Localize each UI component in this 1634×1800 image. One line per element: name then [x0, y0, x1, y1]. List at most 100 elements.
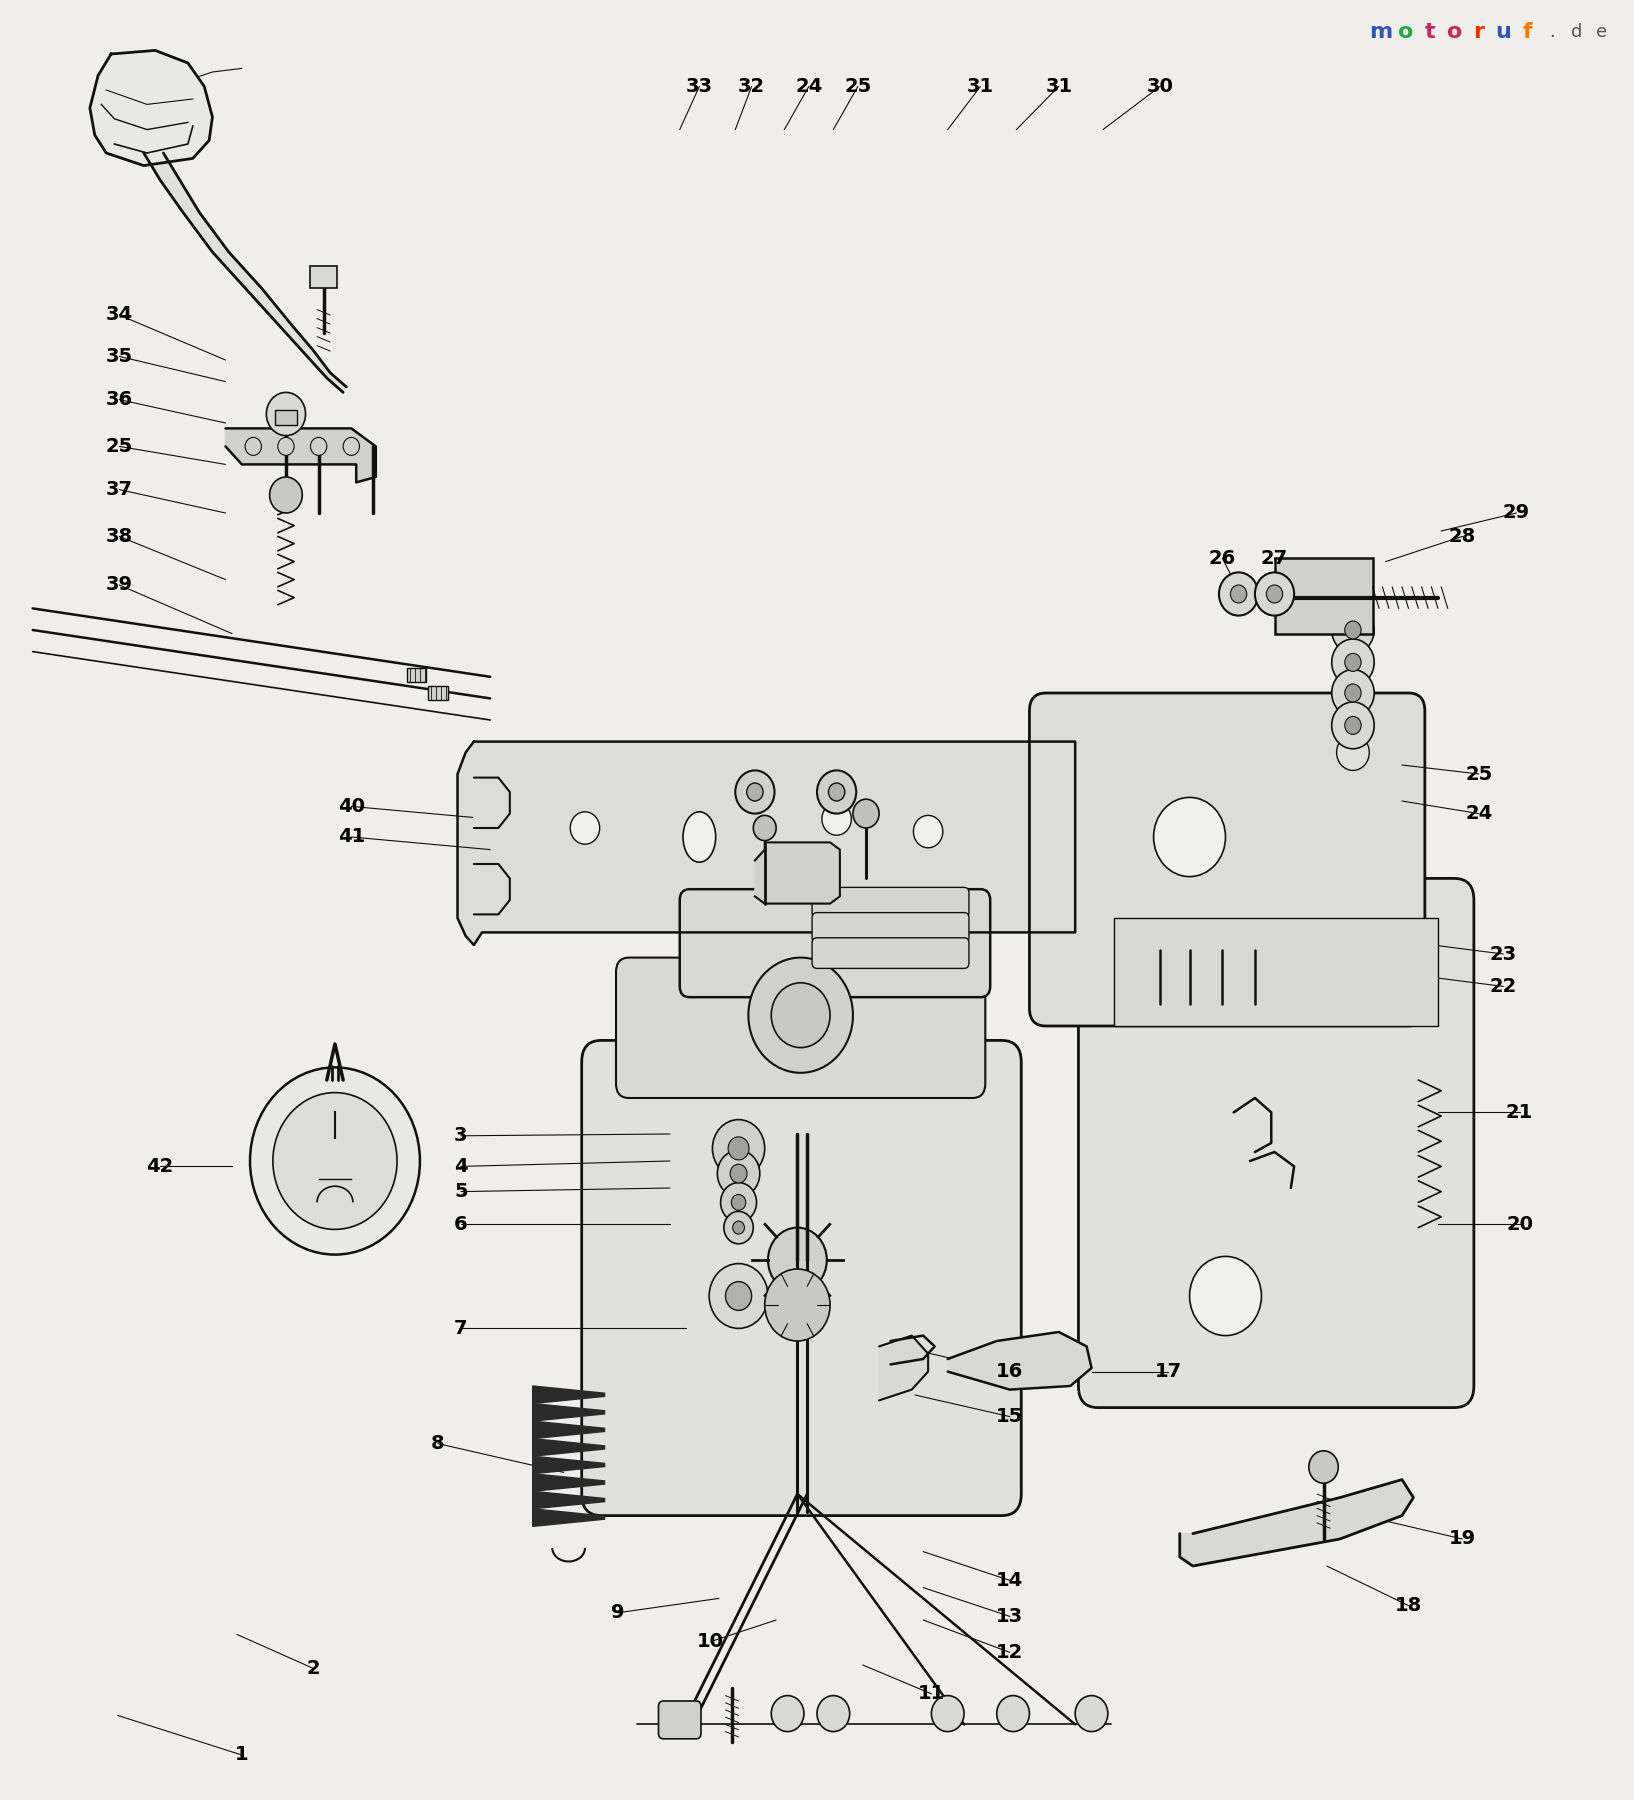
Circle shape — [1154, 797, 1226, 877]
Circle shape — [1337, 639, 1369, 675]
Text: 15: 15 — [997, 1408, 1023, 1426]
Text: 16: 16 — [997, 1363, 1023, 1381]
Circle shape — [717, 1150, 760, 1197]
Circle shape — [771, 1696, 804, 1732]
Circle shape — [748, 958, 853, 1073]
Text: 2: 2 — [307, 1660, 320, 1678]
Text: o: o — [1446, 22, 1462, 43]
Text: 12: 12 — [997, 1643, 1023, 1661]
Circle shape — [1337, 671, 1369, 707]
Text: r: r — [1474, 22, 1484, 43]
Circle shape — [310, 437, 327, 455]
Polygon shape — [474, 778, 510, 828]
Text: t: t — [1425, 22, 1435, 43]
Circle shape — [570, 812, 600, 844]
Text: m: m — [1369, 22, 1392, 43]
Circle shape — [817, 770, 856, 814]
Text: 17: 17 — [1155, 1363, 1181, 1381]
Text: 13: 13 — [997, 1607, 1023, 1625]
Circle shape — [753, 815, 776, 841]
Circle shape — [1332, 639, 1374, 686]
Text: 21: 21 — [1507, 1103, 1533, 1121]
Polygon shape — [458, 742, 1075, 945]
Circle shape — [278, 437, 294, 455]
Text: 36: 36 — [106, 391, 132, 409]
Circle shape — [817, 1696, 850, 1732]
Circle shape — [732, 1220, 745, 1235]
Circle shape — [1337, 734, 1369, 770]
Circle shape — [913, 815, 943, 848]
Text: 38: 38 — [106, 527, 132, 545]
Circle shape — [853, 799, 879, 828]
Circle shape — [1337, 702, 1369, 738]
Polygon shape — [879, 1336, 928, 1400]
FancyBboxPatch shape — [616, 958, 985, 1098]
Bar — [275, 410, 297, 425]
Text: 6: 6 — [454, 1215, 467, 1233]
Circle shape — [768, 1228, 827, 1292]
Circle shape — [712, 1120, 765, 1177]
Text: 7: 7 — [454, 1319, 467, 1337]
Circle shape — [765, 1269, 830, 1341]
Circle shape — [1345, 621, 1361, 639]
Polygon shape — [144, 153, 346, 392]
Text: 34: 34 — [106, 306, 132, 324]
Circle shape — [1255, 572, 1294, 616]
Circle shape — [729, 1138, 748, 1159]
Circle shape — [1266, 585, 1283, 603]
Circle shape — [725, 1282, 752, 1310]
Circle shape — [1345, 684, 1361, 702]
Text: 20: 20 — [1507, 1215, 1533, 1233]
Polygon shape — [533, 1438, 605, 1456]
Polygon shape — [474, 864, 510, 914]
Text: 25: 25 — [106, 437, 132, 455]
Text: 19: 19 — [1449, 1530, 1476, 1548]
Bar — [428, 686, 448, 700]
Text: d: d — [1572, 23, 1582, 41]
Text: 14: 14 — [997, 1571, 1023, 1589]
Polygon shape — [533, 1386, 605, 1404]
Circle shape — [735, 770, 775, 814]
Polygon shape — [533, 1508, 605, 1526]
Text: 28: 28 — [1449, 527, 1476, 545]
Text: 5: 5 — [454, 1183, 467, 1201]
Circle shape — [1332, 702, 1374, 749]
Text: 1: 1 — [235, 1746, 248, 1764]
Circle shape — [250, 1067, 420, 1255]
Text: 31: 31 — [1046, 77, 1072, 95]
Text: 33: 33 — [686, 77, 712, 95]
Circle shape — [747, 783, 763, 801]
Polygon shape — [533, 1456, 605, 1474]
Text: 24: 24 — [1466, 805, 1492, 823]
Text: 25: 25 — [1466, 765, 1492, 783]
Text: 22: 22 — [1490, 977, 1516, 995]
FancyBboxPatch shape — [1078, 878, 1474, 1408]
FancyBboxPatch shape — [812, 913, 969, 943]
FancyBboxPatch shape — [659, 1701, 701, 1739]
Text: 23: 23 — [1490, 945, 1516, 963]
Circle shape — [266, 392, 306, 436]
Text: 8: 8 — [431, 1435, 444, 1453]
Bar — [407, 668, 426, 682]
Circle shape — [245, 437, 261, 455]
Circle shape — [343, 437, 359, 455]
Text: 18: 18 — [1395, 1597, 1422, 1615]
Text: 25: 25 — [845, 77, 871, 95]
Text: 40: 40 — [338, 797, 364, 815]
Circle shape — [1332, 670, 1374, 716]
Circle shape — [1345, 716, 1361, 734]
Polygon shape — [755, 842, 840, 904]
Circle shape — [997, 1696, 1029, 1732]
Bar — [310, 266, 337, 288]
Text: 32: 32 — [739, 77, 765, 95]
Polygon shape — [948, 1332, 1092, 1390]
Circle shape — [931, 1696, 964, 1732]
Polygon shape — [533, 1422, 605, 1438]
Circle shape — [822, 803, 851, 835]
Circle shape — [1075, 1696, 1108, 1732]
Circle shape — [721, 1183, 757, 1222]
Circle shape — [732, 1195, 745, 1210]
Text: f: f — [1523, 22, 1533, 43]
Text: 37: 37 — [106, 481, 132, 499]
Circle shape — [771, 983, 830, 1048]
